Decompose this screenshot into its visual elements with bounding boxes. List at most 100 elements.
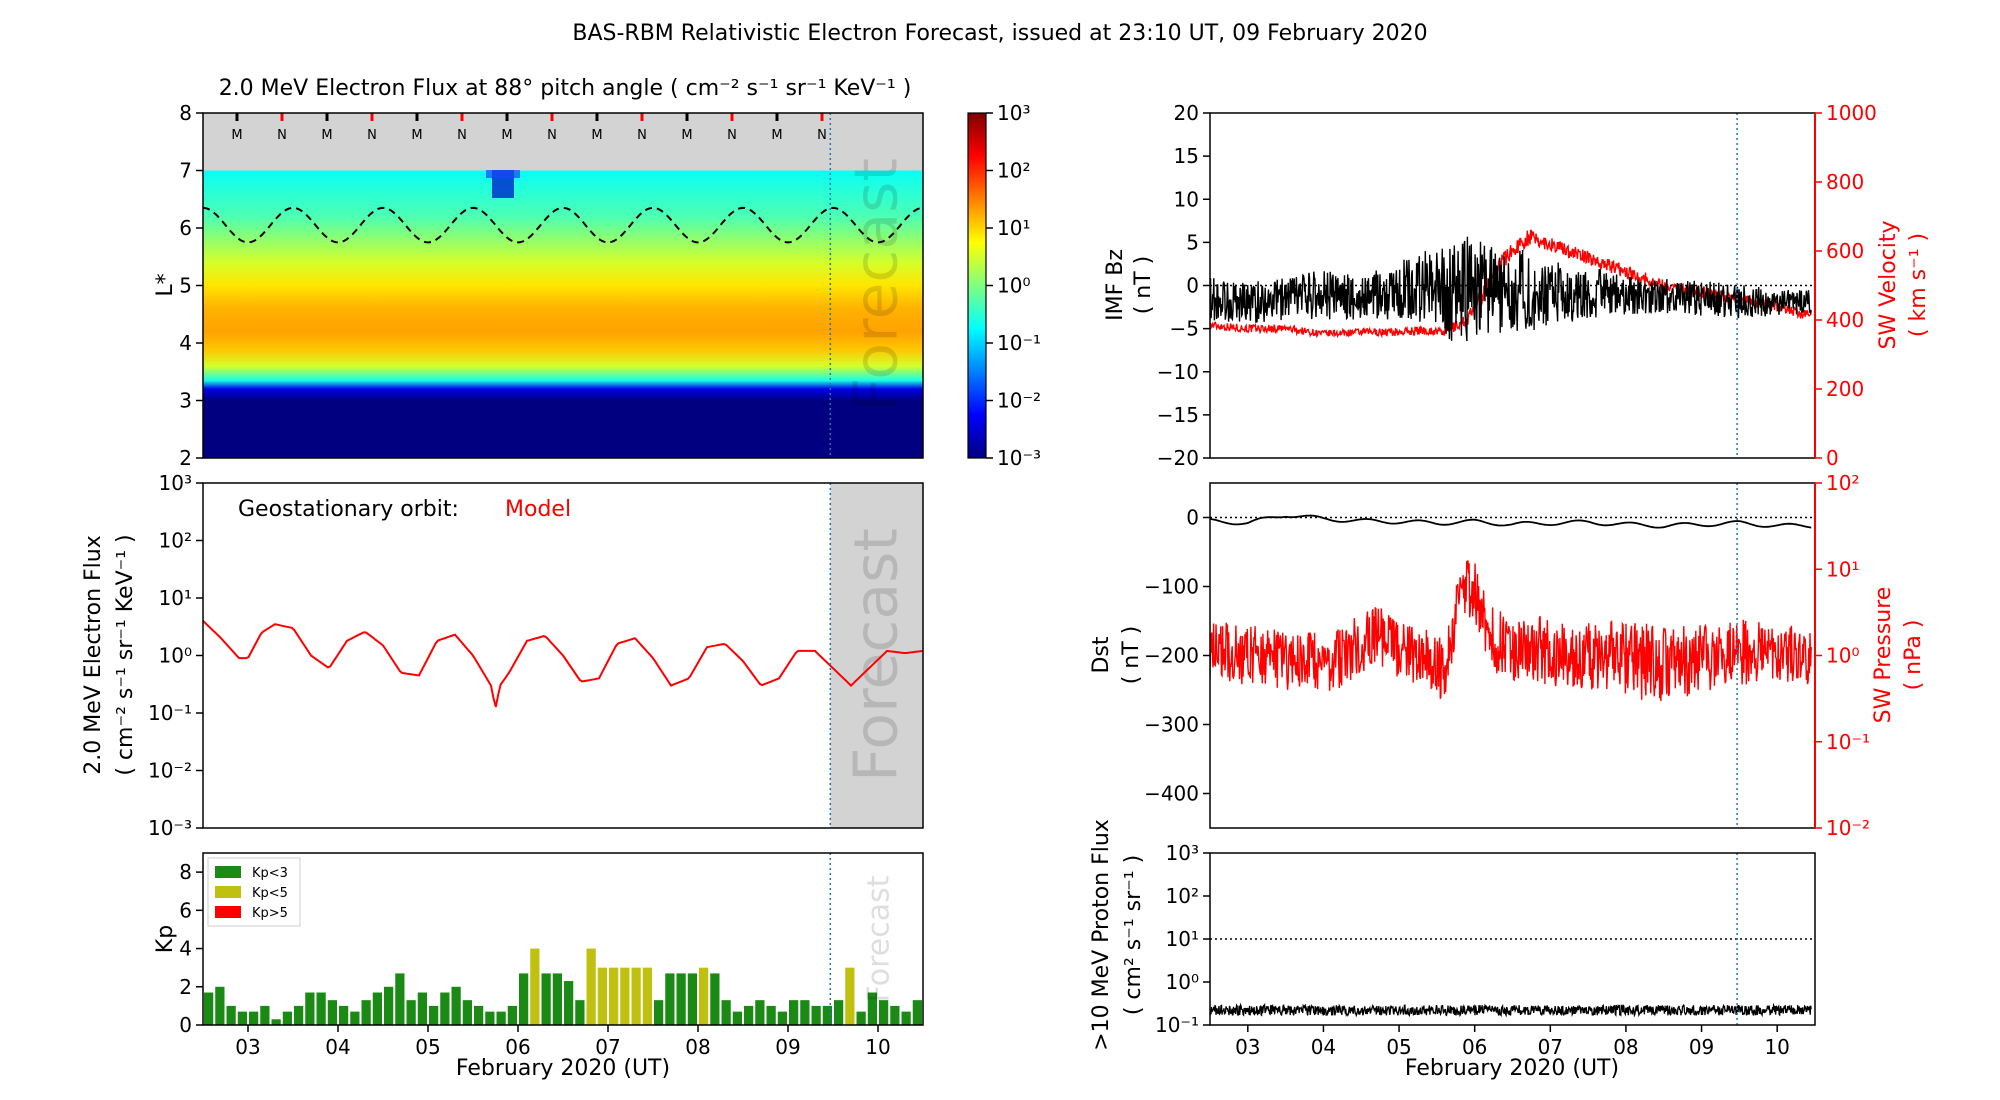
y-tick-label: 10⁻³ <box>997 446 1041 470</box>
geo-annotation-value: Model <box>505 497 571 522</box>
kp-bar <box>462 1000 472 1025</box>
y-tick-label: 10 <box>1174 187 1199 211</box>
sw-pressure-yaxis: 10² 10¹ 10⁰ 10⁻¹ 10⁻² <box>1815 471 1870 840</box>
proton-yaxis: 10³ 10² 10¹ 10⁰ 10⁻¹ <box>1155 841 1210 1037</box>
dst-line <box>1210 514 1812 529</box>
kp-bar <box>260 1005 270 1025</box>
y-tick-label: −15 <box>1157 403 1199 427</box>
x-tick-label: 05 <box>1386 1035 1411 1059</box>
kp-legend-label-1: Kp<3 <box>252 866 288 881</box>
colorbar-axis: 10³ 10² 10¹ 10⁰ 10⁻¹ 10⁻² 10⁻³ <box>986 101 1041 470</box>
kp-bar <box>384 986 394 1025</box>
figure-title: BAS-RBM Relativistic Electron Forecast, … <box>572 21 1427 46</box>
kp-bar <box>721 1000 731 1025</box>
right-xlabel: February 2020 (UT) <box>1405 1056 1619 1081</box>
flux-map-gray-band <box>203 113 923 171</box>
x-tick-label: 10 <box>865 1035 890 1059</box>
y-tick-label: 5 <box>179 274 192 298</box>
geo-flux-series <box>203 620 923 708</box>
kp-bar <box>732 1011 742 1025</box>
kp-bar <box>339 1005 349 1025</box>
kp-bar <box>372 992 382 1025</box>
x-tick-label: 09 <box>1689 1035 1714 1059</box>
y-tick-label: 10² <box>997 159 1030 183</box>
proton-ylabel: >10 MeV Proton Flux <box>1089 819 1114 1051</box>
kp-bar <box>665 973 675 1025</box>
mn-label: N <box>637 128 647 143</box>
kp-bar <box>429 1005 439 1025</box>
kp-bar <box>575 1000 585 1025</box>
y-tick-label: 4 <box>179 331 192 355</box>
y-tick-label: 2 <box>179 446 192 470</box>
dst-yaxis: 0 −100 −200 −300 −400 <box>1144 506 1210 806</box>
y-tick-label: 10⁻¹ <box>148 701 192 725</box>
y-tick-label: 0 <box>1186 274 1199 298</box>
kp-bar <box>294 1005 304 1025</box>
flux-map-ylabel: L* <box>153 273 178 296</box>
geo-flux-yaxis: 10³ 10² 10¹ 10⁰ 10⁻¹ 10⁻² 10⁻³ <box>148 471 203 840</box>
kp-bar <box>395 973 405 1025</box>
kp-bar <box>755 1000 765 1025</box>
kp-bar <box>800 1000 810 1025</box>
kp-ylabel: Kp <box>153 925 178 953</box>
kp-bar <box>586 948 596 1025</box>
y-tick-label: 20 <box>1174 101 1199 125</box>
flux-map-title: 2.0 MeV Electron Flux at 88° pitch angle… <box>219 76 912 101</box>
y-tick-label: 10⁻¹ <box>1826 730 1870 754</box>
kp-bar <box>237 1011 247 1025</box>
x-tick-label: 07 <box>1538 1035 1563 1059</box>
y-tick-label: −100 <box>1144 575 1199 599</box>
mn-label: N <box>547 128 557 143</box>
y-tick-label: −400 <box>1144 782 1199 806</box>
kp-bar <box>519 973 529 1025</box>
kp-bar <box>620 967 630 1025</box>
x-tick-label: 09 <box>775 1035 800 1059</box>
mn-label: M <box>231 128 242 143</box>
y-tick-label: 10⁻² <box>997 389 1041 413</box>
x-tick-label: 06 <box>505 1035 530 1059</box>
kp-legend-swatch-3 <box>215 906 241 918</box>
kp-bar <box>440 992 450 1025</box>
kp-bar <box>215 986 225 1025</box>
y-tick-label: 10⁻¹ <box>1155 1013 1199 1037</box>
kp-bar <box>249 1011 259 1025</box>
kp-bar <box>406 1000 416 1025</box>
y-tick-label: 0 <box>1826 446 1839 470</box>
geo-orbit-trace <box>203 206 923 244</box>
y-tick-label: 800 <box>1826 170 1864 194</box>
y-tick-label: 10³ <box>997 101 1030 125</box>
x-tick-label: 04 <box>325 1035 350 1059</box>
flux-map-watermark: Forecast <box>842 158 912 412</box>
kp-yaxis: 8 6 4 2 0 <box>179 860 203 1037</box>
y-tick-label: 6 <box>179 216 192 240</box>
kp-bar <box>282 1011 292 1025</box>
kp-bar <box>744 1005 754 1025</box>
x-tick-label: 07 <box>595 1035 620 1059</box>
kp-bar <box>271 1019 281 1025</box>
y-tick-label: 0 <box>1186 506 1199 530</box>
geo-flux-panel: Forecast 10³ 10² 10¹ 10⁰ 10⁻¹ 10⁻² 10⁻³ Geosta… <box>81 471 924 840</box>
mn-label: M <box>321 128 332 143</box>
y-tick-label: 5 <box>1186 230 1199 254</box>
kp-bar <box>327 1000 337 1025</box>
kp-bar <box>417 992 427 1025</box>
y-tick-label: 10⁻² <box>148 759 192 783</box>
mn-label: M <box>681 128 692 143</box>
x-tick-label: 08 <box>685 1035 710 1059</box>
y-tick-label: 10⁰ <box>159 644 192 668</box>
swv-ylabel: SW Velocity <box>1876 220 1901 349</box>
sw-velocity-yaxis: 1000 800 600 400 200 0 <box>1815 101 1877 470</box>
kp-bar <box>597 967 607 1025</box>
kp-bar <box>766 1005 776 1025</box>
imf-yaxis: 20 15 10 5 0 −5 −10 −15 −20 <box>1157 101 1210 470</box>
flux-map-heat <box>203 170 923 458</box>
y-tick-label: −300 <box>1144 713 1199 737</box>
flux-map-panel: 2.0 MeV Electron Flux at 88° pitch angle… <box>153 76 1041 470</box>
kp-bar <box>867 992 877 1025</box>
kp-bar <box>834 1000 844 1025</box>
y-tick-label: 200 <box>1826 377 1864 401</box>
y-tick-label: −200 <box>1144 644 1199 668</box>
